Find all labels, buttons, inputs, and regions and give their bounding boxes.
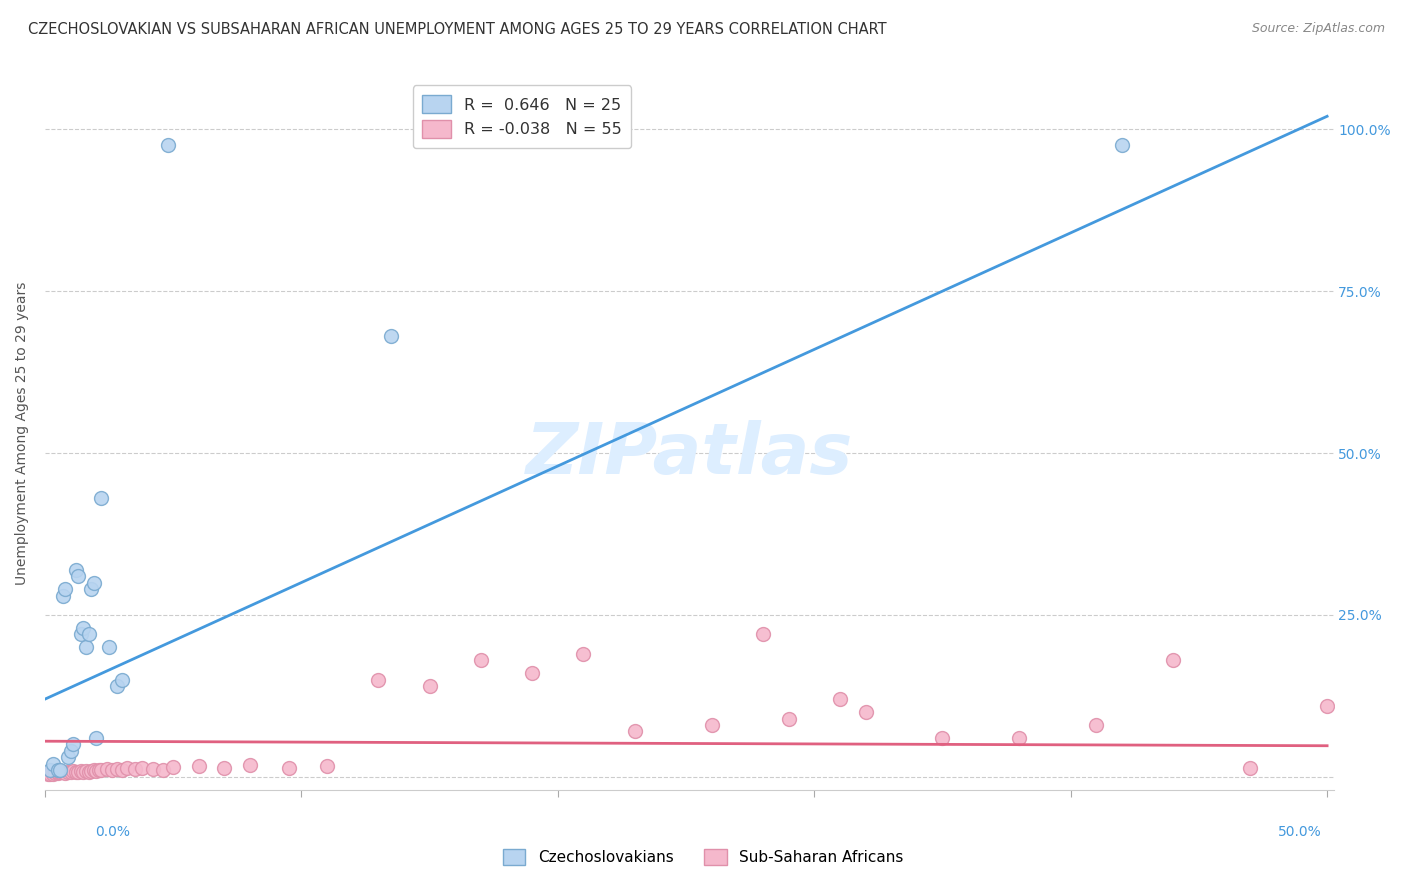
Point [367,673,389,687]
Point [111,763,134,777]
Point [98,640,121,655]
Point [72,764,94,779]
Point [39,764,62,778]
Point [115,761,138,775]
Point [100,764,122,778]
Text: Source: ZipAtlas.com: Source: ZipAtlas.com [1251,22,1385,36]
Point [56,750,79,764]
Legend: R =  0.646   N = 25, R = -0.038   N = 55: R = 0.646 N = 25, R = -0.038 N = 55 [412,86,631,148]
Point [55,582,77,596]
Point [83,575,105,590]
Point [419,679,441,693]
Point [105,679,128,693]
Point [84,764,107,778]
Legend: Czechoslovakians, Sub-Saharan Africans: Czechoslovakians, Sub-Saharan Africans [496,843,910,871]
Point [157,138,180,153]
Point [1316,698,1339,713]
Point [124,762,146,776]
Point [84,731,107,745]
Point [778,712,800,726]
Point [52,589,75,603]
Point [65,563,87,577]
Point [39,766,62,780]
Point [1239,761,1261,775]
Point [752,627,775,641]
Point [931,731,953,745]
Point [700,718,723,732]
Text: CZECHOSLOVAKIAN VS SUBSAHARAN AFRICAN UNEMPLOYMENT AMONG AGES 25 TO 29 YEARS COR: CZECHOSLOVAKIAN VS SUBSAHARAN AFRICAN UN… [28,22,887,37]
Point [75,640,97,655]
Point [56,765,79,780]
Point [1085,718,1108,732]
Point [277,761,299,775]
Point [44,766,66,780]
Point [55,766,77,780]
Point [41,756,63,771]
Point [1161,653,1184,667]
Point [67,569,90,583]
Point [72,621,94,635]
Point [1111,138,1133,153]
Point [59,764,82,779]
Point [67,764,90,779]
Point [623,724,645,739]
Point [77,765,100,780]
Point [49,765,72,780]
Point [46,765,69,780]
Point [522,666,544,681]
Text: 0.0%: 0.0% [96,825,131,839]
Point [572,647,595,661]
Point [187,759,209,773]
Point [111,673,134,687]
Point [46,764,69,778]
Point [41,766,63,780]
Text: 50.0%: 50.0% [1278,825,1322,839]
Point [855,705,877,719]
Point [80,582,103,596]
Point [77,627,100,641]
Point [380,329,402,343]
Point [90,763,112,777]
Point [239,758,262,772]
Point [37,766,59,780]
Point [59,744,82,758]
Point [1008,731,1031,745]
Point [316,759,339,773]
Point [142,762,165,776]
Point [49,764,72,778]
Point [131,761,153,775]
Point [75,764,97,778]
Point [90,491,112,506]
Point [96,762,118,776]
Y-axis label: Unemployment Among Ages 25 to 29 years: Unemployment Among Ages 25 to 29 years [15,282,30,585]
Point [70,627,93,641]
Point [65,765,87,780]
Point [62,738,84,752]
Point [470,653,492,667]
Point [87,764,110,778]
Point [83,764,105,778]
Point [80,764,103,778]
Point [52,764,75,779]
Point [162,760,184,774]
Point [828,692,851,706]
Point [105,762,128,776]
Point [62,764,84,778]
Point [46,766,69,780]
Text: ZIPatlas: ZIPatlas [526,420,853,490]
Point [152,763,174,777]
Point [70,764,93,778]
Point [214,761,236,775]
